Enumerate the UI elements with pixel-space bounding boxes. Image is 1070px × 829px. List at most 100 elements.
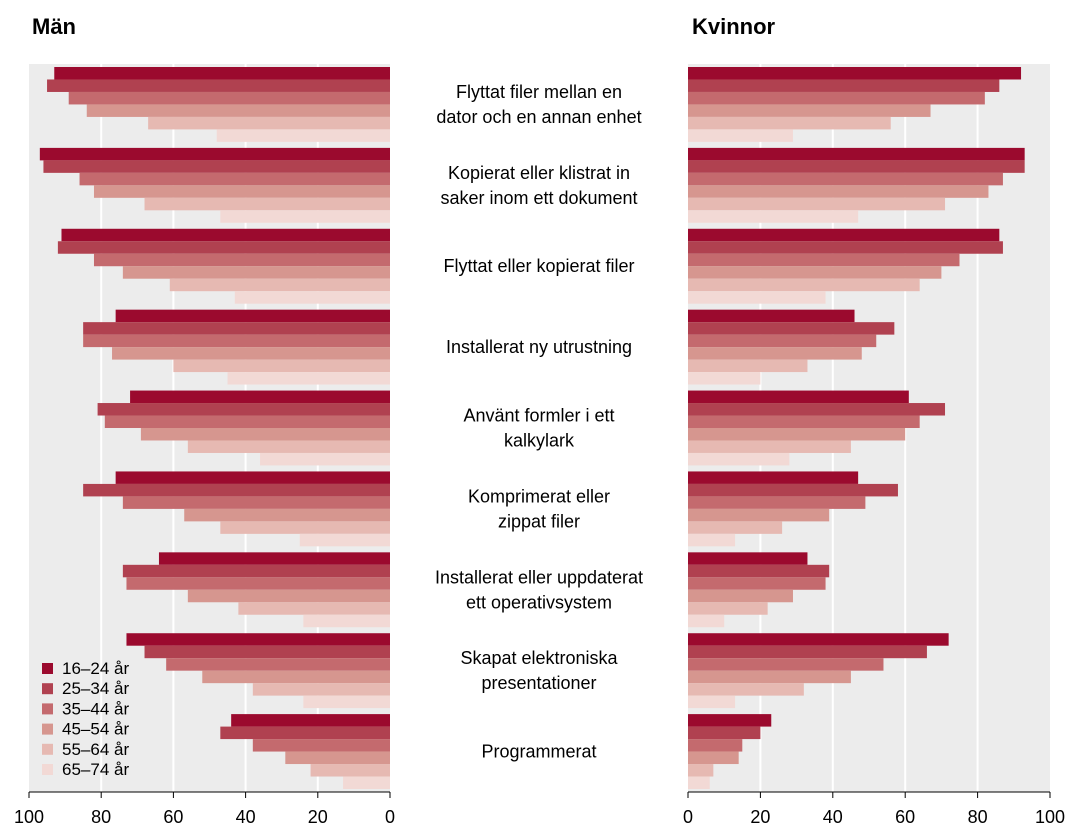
men-bar xyxy=(61,229,390,241)
women-bar xyxy=(688,764,713,776)
men-bar xyxy=(116,471,390,483)
men-bar xyxy=(94,254,390,266)
men-bar xyxy=(311,764,390,776)
men-bar xyxy=(130,391,390,403)
category-label: Installerat ny utrustning xyxy=(446,337,632,357)
women-bar xyxy=(688,428,905,440)
women-bar xyxy=(688,279,920,291)
women-bar xyxy=(688,347,862,359)
men-tick-label: 40 xyxy=(236,807,256,827)
women-bar xyxy=(688,496,865,508)
men-bar xyxy=(285,752,390,764)
women-bar xyxy=(688,291,826,303)
men-bar xyxy=(231,714,390,726)
women-bar xyxy=(688,322,894,334)
men-bar xyxy=(58,241,390,253)
women-tick-label: 20 xyxy=(750,807,770,827)
women-bar xyxy=(688,683,804,695)
women-bar xyxy=(688,658,883,670)
men-bar xyxy=(188,440,390,452)
men-bar xyxy=(184,509,390,521)
men-bar xyxy=(253,739,390,751)
women-bar xyxy=(688,92,985,104)
women-tick-label: 0 xyxy=(683,807,693,827)
women-bar xyxy=(688,104,931,116)
men-bar xyxy=(260,453,390,465)
men-bar xyxy=(235,291,390,303)
women-bar xyxy=(688,552,807,564)
women-axis-ticks: 0 20 40 60 80 100 xyxy=(683,792,1065,827)
legend-swatch xyxy=(42,724,53,735)
legend-swatch xyxy=(42,744,53,755)
legend-label: 55–64 år xyxy=(62,740,129,759)
women-bar xyxy=(688,67,1021,79)
men-bar xyxy=(69,92,390,104)
men-bar xyxy=(87,104,390,116)
women-bar xyxy=(688,590,793,602)
women-tick-label: 60 xyxy=(895,807,915,827)
men-bar xyxy=(148,117,390,129)
men-bar xyxy=(43,160,390,172)
men-bar xyxy=(141,428,390,440)
men-bar xyxy=(80,173,390,185)
women-bar xyxy=(688,198,945,210)
legend-label: 45–54 år xyxy=(62,720,129,739)
men-bar xyxy=(83,484,390,496)
women-bar xyxy=(688,148,1025,160)
men-bar xyxy=(94,185,390,197)
women-bar xyxy=(688,391,909,403)
women-bar xyxy=(688,521,782,533)
women-bar xyxy=(688,714,771,726)
men-bar xyxy=(116,310,390,322)
women-bar xyxy=(688,777,710,789)
women-tick-label: 100 xyxy=(1035,807,1065,827)
category-label: Flyttat filer mellan en xyxy=(456,82,622,102)
legend-label: 16–24 år xyxy=(62,659,129,678)
women-tick-label: 80 xyxy=(968,807,988,827)
women-bar xyxy=(688,185,988,197)
women-bar xyxy=(688,471,858,483)
men-tick-label: 100 xyxy=(14,807,44,827)
men-bar xyxy=(238,602,390,614)
category-label: saker inom ett dokument xyxy=(440,188,637,208)
category-label: ett operativsystem xyxy=(466,592,612,612)
men-bar xyxy=(220,210,390,222)
men-bar xyxy=(343,777,390,789)
women-bar xyxy=(688,646,927,658)
women-bar xyxy=(688,671,851,683)
men-panel-title: Män xyxy=(32,14,76,39)
women-panel: 0 20 40 60 80 100 Kvinnor xyxy=(683,14,1065,827)
category-label: Programmerat xyxy=(481,742,596,762)
men-bar xyxy=(303,615,390,627)
men-tick-label: 20 xyxy=(308,807,328,827)
women-bar xyxy=(688,739,742,751)
women-bar xyxy=(688,453,789,465)
legend-swatch xyxy=(42,764,53,775)
legend-swatch xyxy=(42,663,53,674)
category-label: zippat filer xyxy=(498,511,580,531)
men-tick-label: 80 xyxy=(91,807,111,827)
category-label: Flyttat eller kopierat filer xyxy=(443,256,634,276)
women-bar xyxy=(688,129,793,141)
women-bar xyxy=(688,372,760,384)
men-bar xyxy=(228,372,390,384)
men-bar xyxy=(145,646,390,658)
category-label: Använt formler i ett xyxy=(463,406,614,426)
women-bar xyxy=(688,416,920,428)
men-bar xyxy=(220,521,390,533)
legend-label: 65–74 år xyxy=(62,760,129,779)
women-bar xyxy=(688,577,826,589)
legend-swatch xyxy=(42,683,53,694)
men-bar xyxy=(300,534,390,546)
women-tick-label: 40 xyxy=(823,807,843,827)
women-bar xyxy=(688,79,999,91)
category-label: Skapat elektroniska xyxy=(460,648,618,668)
men-bar xyxy=(166,658,390,670)
women-bar xyxy=(688,266,941,278)
men-bar xyxy=(83,322,390,334)
men-bar xyxy=(126,577,390,589)
men-bar xyxy=(105,416,390,428)
men-bar xyxy=(217,129,390,141)
category-label: Komprimerat eller xyxy=(468,486,610,506)
